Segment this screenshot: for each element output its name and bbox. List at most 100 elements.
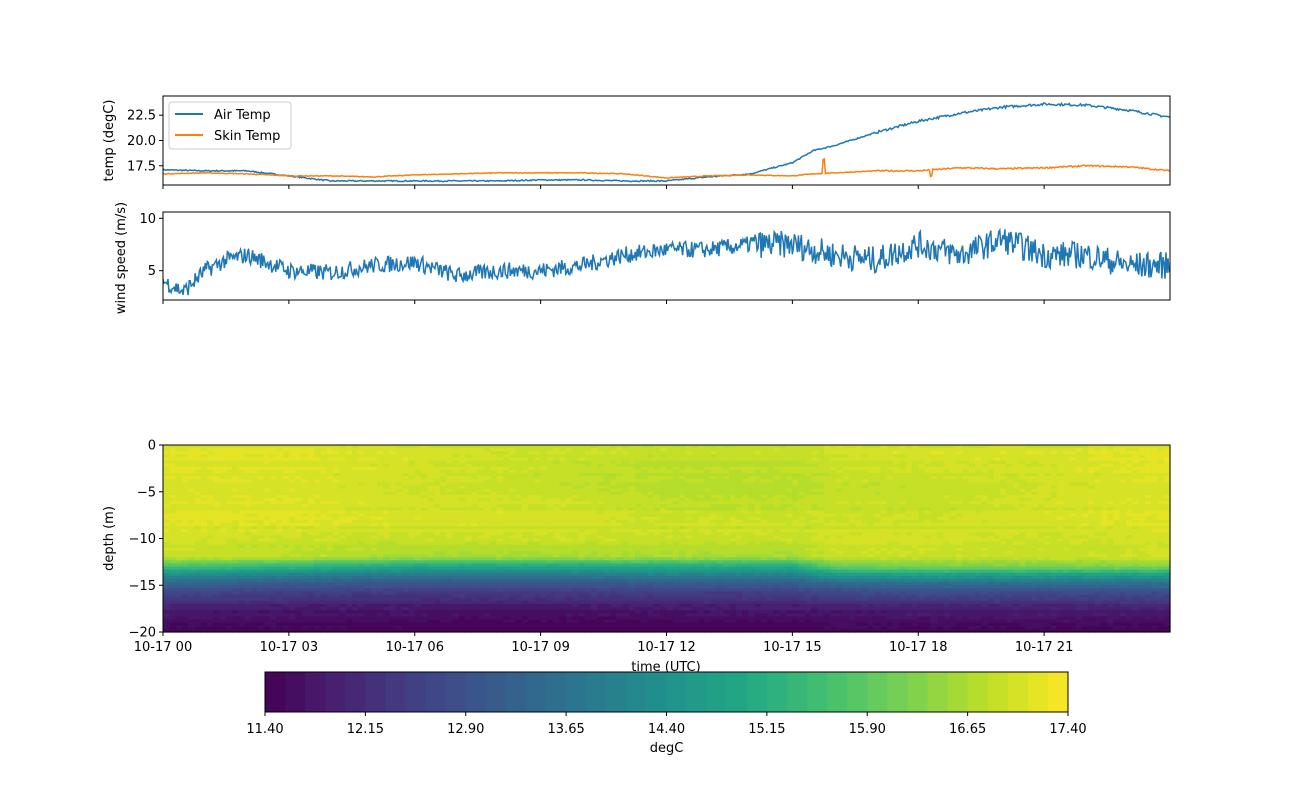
heatmap-cell	[1050, 532, 1058, 536]
heatmap-cell	[244, 476, 252, 480]
heatmap-cell	[911, 522, 919, 527]
heatmap-cell	[320, 516, 328, 521]
heatmap-cell	[521, 504, 529, 508]
heatmap-cell	[1044, 463, 1052, 468]
heatmap-cell	[188, 479, 196, 483]
heatmap-cell	[861, 479, 869, 483]
heatmap-cell	[257, 501, 265, 505]
heatmap-cell	[968, 504, 976, 508]
heatmap-cell	[817, 469, 825, 474]
heatmap-cell	[1163, 494, 1171, 499]
heatmap-cell	[930, 538, 938, 543]
heatmap-cell	[1000, 532, 1007, 536]
heatmap-cell	[641, 454, 649, 459]
heatmap-cell	[723, 535, 731, 540]
heatmap-cell	[874, 473, 882, 477]
heatmap-cell	[358, 485, 365, 490]
heatmap-cell	[603, 482, 611, 487]
heatmap-cell	[672, 535, 680, 540]
heatmap-cell	[320, 507, 328, 512]
heatmap-cell	[811, 526, 819, 530]
heatmap-cell	[301, 485, 309, 490]
heatmap-cell	[1056, 488, 1064, 493]
heatmap-cell	[263, 516, 271, 521]
heatmap-cell	[163, 513, 170, 518]
heatmap-cell	[578, 454, 586, 459]
heatmap-cell	[320, 448, 328, 452]
heatmap-cell	[635, 526, 642, 530]
heatmap-cell	[842, 445, 850, 449]
heatmap-cell	[307, 448, 315, 452]
heatmap-cell	[704, 469, 712, 474]
heatmap-cell	[232, 535, 240, 540]
heatmap-cell	[295, 510, 303, 515]
heatmap-cell	[742, 454, 749, 459]
heatmap-cell	[408, 482, 416, 487]
heatmap-cell	[641, 497, 649, 502]
heatmap-cell	[918, 466, 926, 471]
heatmap-cell	[987, 497, 995, 502]
heatmap-cell	[855, 466, 863, 471]
heatmap-cell	[408, 463, 416, 468]
heatmap-cell	[1088, 532, 1096, 536]
heatmap-cell	[616, 494, 624, 499]
heatmap-cell	[553, 513, 561, 518]
heatmap-cell	[893, 491, 900, 496]
heatmap-cell	[798, 510, 806, 515]
heatmap-cell	[1031, 513, 1039, 518]
heatmap-cell	[175, 488, 183, 493]
heatmap-cell	[307, 507, 315, 512]
heatmap-cell	[483, 522, 491, 527]
heatmap-cell	[1025, 526, 1033, 530]
heatmap-cell	[263, 526, 271, 530]
heatmap-cell	[836, 532, 844, 536]
heatmap-cell	[735, 457, 743, 462]
heatmap-cell	[181, 457, 189, 462]
heatmap-cell	[635, 532, 642, 536]
heatmap-cell	[962, 445, 970, 449]
heatmap-cell	[408, 494, 416, 499]
heatmap-cell	[1107, 469, 1114, 474]
heatmap-cell	[345, 476, 353, 480]
heatmap-cell	[276, 519, 284, 524]
heatmap-cell	[760, 526, 768, 530]
heatmap-cell	[729, 466, 737, 471]
heatmap-cell	[439, 469, 447, 474]
heatmap-cell	[691, 519, 699, 524]
heatmap-cell	[251, 479, 258, 483]
heatmap-cell	[603, 451, 611, 455]
heatmap-cell	[754, 532, 762, 536]
heatmap-cell	[930, 469, 938, 474]
heatmap-cell	[509, 473, 517, 477]
heatmap-cell	[968, 529, 976, 533]
heatmap-cell	[760, 494, 768, 499]
heatmap-cell	[779, 463, 787, 468]
heatmap-cell	[685, 510, 693, 515]
heatmap-cell	[603, 469, 611, 474]
heatmap-cell	[691, 538, 699, 543]
heatmap-cell	[704, 538, 712, 543]
heatmap-cell	[943, 513, 951, 518]
heatmap-cell	[616, 476, 624, 480]
heatmap-cell	[584, 463, 592, 468]
heatmap-cell	[276, 529, 284, 533]
heatmap-cell	[345, 485, 353, 490]
heatmap-cell	[1157, 522, 1165, 527]
heatmap-cell	[817, 510, 825, 515]
heatmap-cell	[169, 529, 177, 533]
heatmap-cell	[490, 466, 498, 471]
heatmap-cell	[276, 504, 284, 508]
heatmap-cell	[729, 482, 737, 487]
heatmap-cell	[515, 485, 523, 490]
heatmap-cell	[244, 507, 252, 512]
heatmap-cell	[886, 469, 894, 474]
heatmap-cell	[823, 466, 831, 471]
heatmap-cell	[603, 519, 611, 524]
heatmap-cell	[993, 473, 1001, 477]
heatmap-cell	[1012, 473, 1020, 477]
heatmap-cell	[1088, 529, 1096, 533]
heatmap-cell	[1138, 516, 1146, 521]
heatmap-cell	[1125, 463, 1133, 468]
heatmap-cell	[987, 469, 995, 474]
